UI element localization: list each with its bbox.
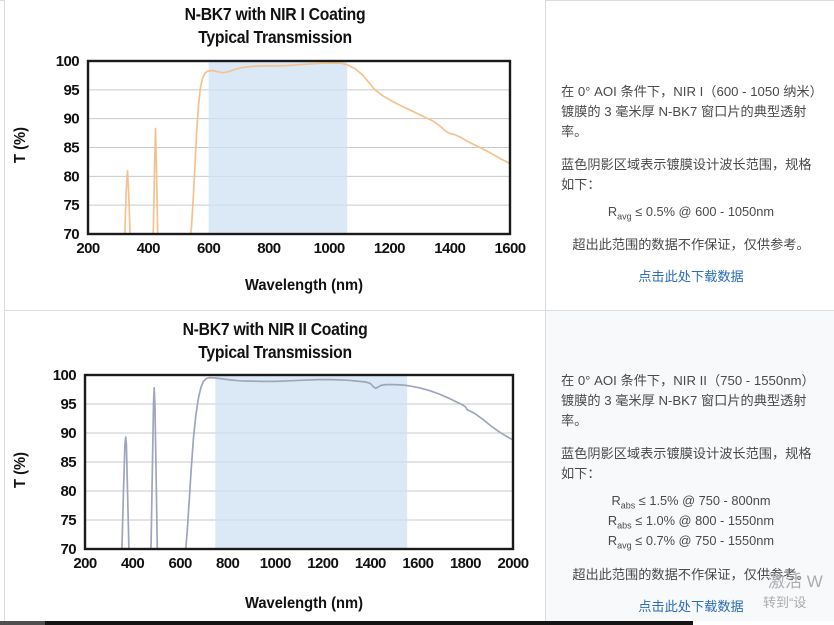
spec-line: Ravg ≤ 0.7% @ 750 - 1550nm: [607, 533, 775, 551]
nir1-title-line: N-BK7 with NIR I Coating: [184, 4, 366, 24]
svg-text:100: 100: [56, 53, 79, 70]
svg-text:600: 600: [168, 555, 191, 572]
svg-text:70: 70: [61, 541, 77, 558]
watermark-line1: 激活 W: [768, 572, 823, 591]
svg-text:1600: 1600: [495, 240, 526, 257]
nir2-disclaimer: 超出此范围的数据不作保证，仅供参考。: [572, 566, 810, 582]
nir1-subtitle-line: Typical Transmission: [198, 26, 352, 47]
nir1-chart-title: N-BK7 with NIR I Coating Typical Transmi…: [32, 3, 518, 49]
svg-text:100: 100: [53, 367, 76, 384]
row-divider: [4, 310, 834, 311]
svg-text:2000: 2000: [498, 555, 529, 572]
bottom-edge-strip: [0, 621, 834, 625]
svg-text:200: 200: [76, 240, 99, 257]
svg-text:90: 90: [64, 111, 80, 128]
svg-text:90: 90: [61, 425, 77, 442]
spec-line: Ravg ≤ 0.5% @ 600 - 1050nm: [607, 204, 775, 222]
nir1-description-panel: 在 0° AOI 条件下，NIR I（600 - 1050 纳米）镀膜的 3 毫…: [546, 0, 834, 310]
activation-watermark: 激活 W 转到“设: [763, 570, 823, 612]
svg-text:1600: 1600: [402, 555, 433, 572]
svg-text:1000: 1000: [314, 240, 345, 257]
nir2-chart-cell: N-BK7 with NIR II Coating Typical Transm…: [5, 311, 545, 621]
svg-text:95: 95: [64, 82, 80, 99]
svg-text:95: 95: [61, 396, 77, 413]
nir1-chart-cell: N-BK7 with NIR I Coating Typical Transmi…: [5, 0, 545, 310]
nir1-x-axis-label: Wavelength (nm): [244, 277, 364, 294]
nir2-chart-title: N-BK7 with NIR II Coating Typical Transm…: [32, 318, 518, 364]
section-nir1: N-BK7 with NIR I Coating Typical Transmi…: [0, 0, 834, 310]
spec-line: Rabs ≤ 1.5% @ 750 - 800nm: [611, 493, 771, 511]
bottom-strip-segment: [0, 621, 45, 625]
spec-line: Rabs ≤ 1.0% @ 800 - 1550nm: [607, 513, 775, 531]
nir1-transmission-chart: 70 75 80 85 90 95 100 200 400 600 800 1000 1200 1400 1…: [56, 53, 527, 257]
nir2-shade-note: 蓝色阴影区域表示镀膜设计波长范围，规格如下：: [561, 446, 812, 482]
svg-text:85: 85: [64, 140, 80, 157]
svg-text:80: 80: [61, 483, 77, 500]
svg-text:1200: 1200: [374, 240, 405, 257]
nir2-x-axis-label: Wavelength (nm): [244, 595, 364, 612]
nir1-shade-note: 蓝色阴影区域表示镀膜设计波长范围，规格如下：: [561, 157, 812, 193]
bottom-strip-segment: [45, 621, 693, 625]
svg-text:200: 200: [73, 555, 96, 572]
watermark-line2: 转到“设: [763, 594, 807, 610]
nir2-title-line: N-BK7 with NIR II Coating: [182, 319, 368, 339]
section-nir2: N-BK7 with NIR II Coating Typical Transm…: [0, 311, 834, 621]
nir2-description-panel: 在 0° AOI 条件下，NIR II（750 - 1550nm）镀膜的 3 毫…: [546, 311, 834, 621]
svg-text:1200: 1200: [307, 555, 338, 572]
svg-text:800: 800: [257, 240, 280, 257]
svg-text:85: 85: [61, 454, 77, 471]
nir1-download-data-link[interactable]: 点击此处下载数据: [638, 269, 744, 285]
svg-text:75: 75: [61, 512, 77, 529]
svg-text:400: 400: [121, 555, 144, 572]
nir2-description: 在 0° AOI 条件下，NIR II（750 - 1550nm）镀膜的 3 毫…: [561, 373, 815, 429]
nir1-spec-list: Ravg ≤ 0.5% @ 600 - 1050nm: [561, 204, 821, 223]
nir2-spec-list: Rabs ≤ 1.5% @ 750 - 800nm Rabs ≤ 1.0% @ …: [561, 493, 821, 552]
svg-text:70: 70: [64, 226, 80, 243]
column-divider: [545, 0, 546, 621]
svg-text:400: 400: [137, 240, 160, 257]
nir2-subtitle-line: Typical Transmission: [198, 341, 352, 362]
nir1-disclaimer: 超出此范围的数据不作保证，仅供参考。: [572, 237, 810, 253]
nir1-description: 在 0° AOI 条件下，NIR I（600 - 1050 纳米）镀膜的 3 毫…: [561, 84, 817, 140]
svg-text:600: 600: [197, 240, 220, 257]
svg-text:800: 800: [216, 555, 239, 572]
svg-text:1400: 1400: [434, 240, 465, 257]
svg-text:1400: 1400: [355, 555, 386, 572]
svg-text:80: 80: [64, 168, 80, 185]
svg-text:1800: 1800: [450, 555, 481, 572]
svg-text:75: 75: [64, 197, 80, 214]
nir2-download-data-link[interactable]: 点击此处下载数据: [638, 598, 744, 614]
nir2-transmission-chart: 70 75 80 85 90 95 100 200 400 600 800 1000 1200 1400 1…: [53, 367, 530, 572]
svg-text:1000: 1000: [260, 555, 291, 572]
